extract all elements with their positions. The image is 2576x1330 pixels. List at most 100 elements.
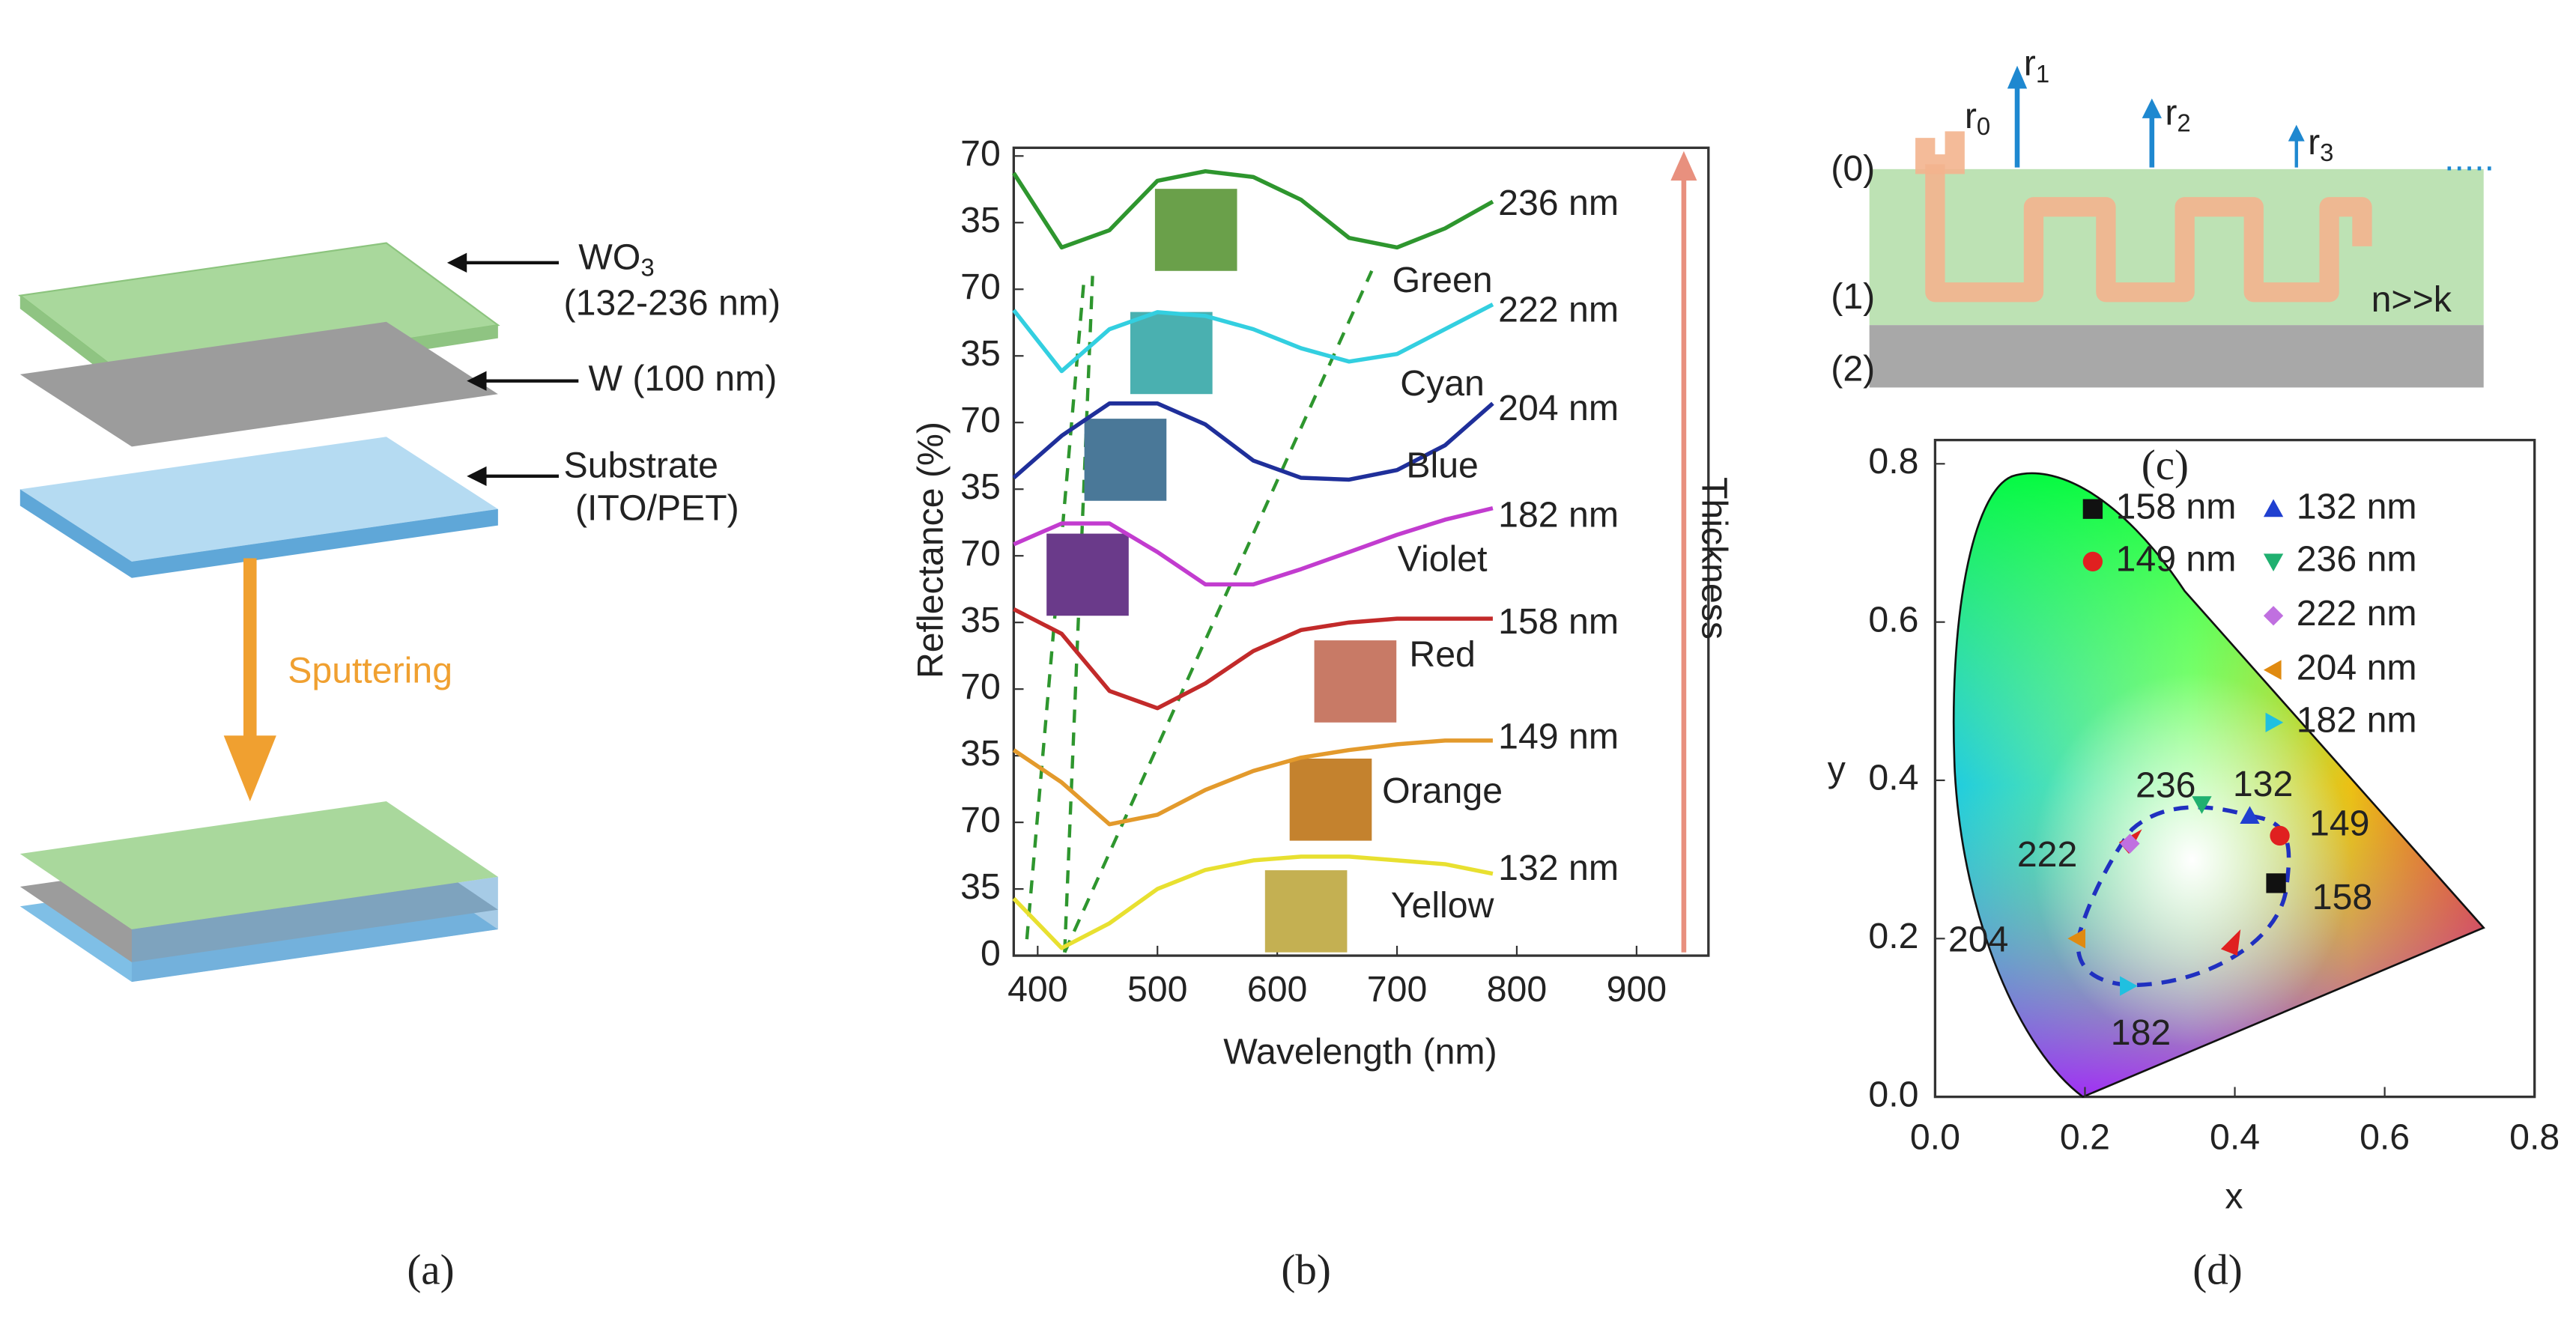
caption: (c) [2142,442,2189,489]
layer-index: (0) [1831,148,1875,189]
y-tick-label: 35 [960,333,1001,374]
ray-base: r [2024,43,2036,83]
panel-d: x y (d) 0.0 0.2 0.4 0.6 0.8 0.0 0.2 0.4 0.6 0.8 15… [1828,438,2560,1294]
color-swatch [1154,189,1237,271]
y-tick-label: 0 [981,933,1001,974]
y-tick-label: 35 [960,733,1001,774]
x-tick-label: 800 [1487,969,1547,1009]
legend-label: 158 nm [2116,486,2237,526]
color-name: Red [1409,634,1475,675]
ray-sub: 3 [2320,139,2333,166]
y-axis-label: Reflectance (%) [911,422,951,678]
ray-sub: 2 [2177,109,2190,136]
legend-label: 132 nm [2297,486,2417,526]
panel-a: WO3 (132-236 nm) W (100 nm) Substrate (I… [18,237,781,1294]
y-tick-label: 70 [960,666,1001,707]
layer-label: Substrate [564,446,718,486]
reflectance-curve [1013,505,1494,587]
y-tick-label: 70 [960,133,1001,174]
y-tick-label: 70 [960,267,1001,307]
incident-ray [1915,131,1965,174]
marker [2266,873,2286,893]
color-name: Orange [1382,771,1503,811]
series-label: 222 nm [1498,289,1619,330]
guide-dash [1063,276,1094,953]
y-tick-label: 0.6 [1868,599,1918,640]
color-swatch [1046,533,1129,616]
ellipsis: ..... [2444,139,2494,179]
reflectance-curve [1012,168,1494,250]
substrate-edge [19,489,498,578]
layer-label: (132-236 nm) [564,283,781,324]
legend-label: 236 nm [2297,539,2417,580]
x-axis-label: Wavelength (nm) [1223,1031,1497,1072]
point-label: 158 [2312,877,2372,917]
caption: (b) [1281,1247,1330,1294]
color-swatch [1314,640,1397,723]
annotation: Thickness [1694,477,1734,640]
marker [2240,806,2260,825]
legend-label: 149 nm [2116,539,2237,580]
label-base: WO [578,237,640,277]
ray-base: r [2165,92,2177,133]
y-tick-label: 70 [960,400,1001,440]
ray-sub: 1 [2036,60,2049,88]
guide-dash [1063,270,1374,953]
y-tick-label: 35 [960,866,1001,907]
color-swatch [1264,870,1348,953]
stack-wo3 [19,801,498,930]
color-name: Yellow [1391,885,1494,926]
y-tick-label: 0.2 [1868,916,1918,956]
color-swatch [1084,419,1167,501]
point-label: 182 [2111,1012,2171,1053]
x-axis-label: x [2225,1176,2243,1216]
process-label: Sputtering [288,651,452,691]
layer-label: (ITO/PET) [575,488,739,529]
stack-edge [131,876,498,983]
caption: (d) [2192,1247,2242,1294]
reflectance-curve [1012,303,1494,374]
color-name: Cyan [1400,363,1485,404]
color-name: Violet [1398,539,1488,580]
series-label: 182 nm [1498,494,1619,535]
marker [2263,660,2282,680]
ray-label: r1 [2024,43,2049,87]
x-tick-label: 900 [1607,969,1667,1009]
x-tick-label: 400 [1007,969,1067,1009]
y-tick-label: 0.0 [1868,1074,1918,1114]
color-name: Blue [1406,446,1479,486]
reflectance-curve [1012,401,1494,482]
marker [2265,712,2284,732]
layer-index: (2) [1831,348,1875,389]
y-tick-label: 70 [960,533,1001,574]
ray-base: r [1965,96,1977,136]
arrow-head [467,371,487,391]
process-arrow [243,558,257,739]
y-tick-label: 0.8 [1868,441,1918,482]
condition: n>>k [2372,279,2452,320]
process-arrow-head [223,735,276,801]
series-label: 158 nm [1498,601,1619,642]
x-tick-label: 0.4 [2210,1117,2260,1157]
reflectance-curve [1012,854,1494,950]
marker [2192,796,2212,814]
legend-label: 222 nm [2297,593,2417,634]
point-label: 204 [1948,919,2008,959]
reflectance-curve [1012,738,1493,827]
y-tick-label: 35 [960,600,1001,640]
layer-label: WO3 [578,237,654,281]
substrate-layer [19,437,498,562]
ray-label: r0 [1965,96,1990,140]
w-layer [19,321,498,447]
y-tick-label: 70 [960,800,1001,840]
series-label: 149 nm [1498,716,1619,756]
thickness-arrow-head [1670,151,1697,181]
color-swatch [1130,312,1213,395]
point-label: 132 [2233,764,2293,804]
marker [2082,551,2103,572]
y-axis-label: y [1828,749,1846,789]
ray-label: r2 [2165,92,2190,136]
